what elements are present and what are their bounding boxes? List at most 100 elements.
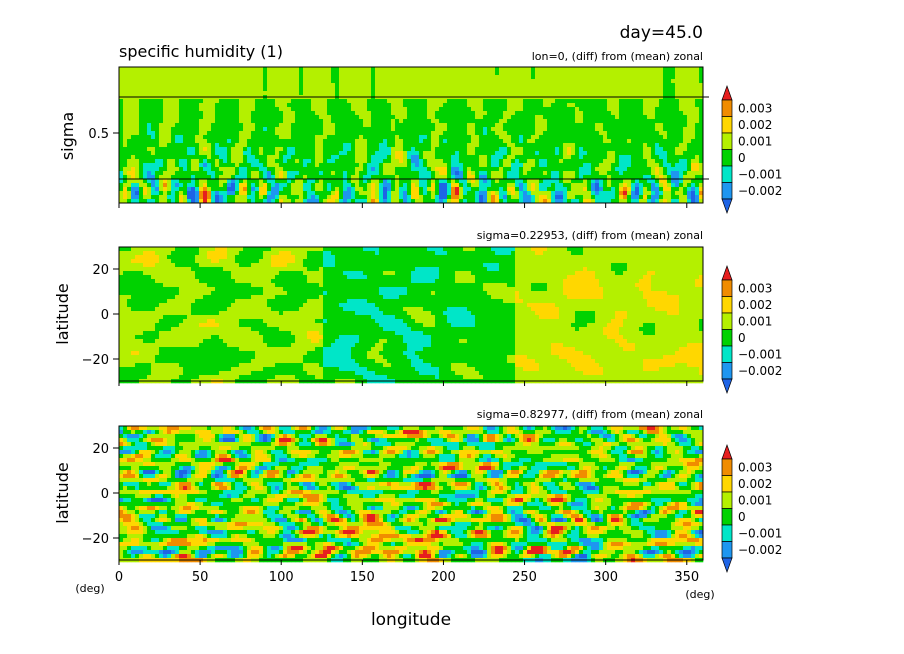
heatmap-cell <box>371 111 376 116</box>
heatmap-cell <box>379 131 384 136</box>
heatmap-cell <box>367 135 372 140</box>
heatmap-cell <box>219 115 224 120</box>
heatmap-cell <box>347 75 352 80</box>
heatmap-cell <box>639 115 644 120</box>
heatmap-cell <box>283 131 288 136</box>
heatmap-cell <box>507 119 512 124</box>
heatmap-cell <box>435 123 440 128</box>
heatmap-cell <box>203 191 208 196</box>
heatmap-cell <box>651 111 656 116</box>
heatmap-cell <box>611 179 616 184</box>
heatmap-cell <box>383 67 388 72</box>
heatmap-cell <box>171 135 176 140</box>
heatmap-cell <box>371 147 376 152</box>
heatmap-cell <box>611 191 616 196</box>
heatmap-cell <box>543 175 548 180</box>
heatmap-cell <box>619 75 624 80</box>
heatmap-cell <box>255 115 260 120</box>
heatmap-cell <box>415 119 420 124</box>
heatmap-cell <box>371 115 376 120</box>
heatmap-cell <box>203 67 208 72</box>
heatmap-cell <box>131 99 136 104</box>
heatmap-cell <box>615 139 620 144</box>
heatmap-cell <box>639 187 644 192</box>
heatmap-cell <box>635 139 640 144</box>
heatmap-cell <box>399 187 404 192</box>
heatmap-cell <box>575 167 580 172</box>
heatmap-cell <box>259 71 264 76</box>
heatmap-cell <box>591 155 596 160</box>
heatmap-cell <box>259 83 264 88</box>
heatmap-cell <box>171 167 176 172</box>
heatmap-cell <box>371 127 376 132</box>
heatmap-cell <box>147 155 152 160</box>
heatmap-cell <box>567 187 572 192</box>
heatmap-cell <box>491 87 496 92</box>
heatmap-cell <box>511 119 516 124</box>
heatmap-cell <box>599 135 604 140</box>
heatmap-cell <box>311 191 316 196</box>
heatmap-cell <box>151 199 156 204</box>
heatmap-cell <box>199 107 204 112</box>
heatmap-cell <box>587 179 592 184</box>
heatmap-cell <box>255 179 260 184</box>
heatmap-cell <box>159 91 164 96</box>
heatmap-cell <box>399 67 404 72</box>
heatmap-cell <box>599 131 604 136</box>
heatmap-cell <box>467 159 472 164</box>
heatmap-cell <box>583 71 588 76</box>
heatmap-cell <box>563 183 568 188</box>
heatmap-cell <box>119 159 124 164</box>
heatmap-cell <box>475 75 480 80</box>
heatmap-cell <box>171 163 176 168</box>
heatmap-cell <box>227 179 232 184</box>
heatmap-cell <box>279 167 284 172</box>
heatmap-cell <box>687 167 692 172</box>
heatmap-cell <box>671 151 676 156</box>
heatmap-cell <box>571 199 576 204</box>
heatmap-cell <box>447 87 452 92</box>
heatmap-cell <box>315 115 320 120</box>
heatmap-cell <box>643 127 648 132</box>
heatmap-cell <box>119 195 124 200</box>
heatmap-cell <box>227 171 232 176</box>
heatmap-cell <box>571 171 576 176</box>
heatmap-cell <box>423 151 428 156</box>
heatmap-cell <box>447 155 452 160</box>
heatmap-cell <box>407 187 412 192</box>
heatmap-cell <box>131 91 136 96</box>
heatmap-cell <box>267 107 272 112</box>
heatmap-cell <box>243 131 248 136</box>
heatmap-cell <box>127 175 132 180</box>
heatmap-cell <box>691 151 696 156</box>
heatmap-cell <box>651 195 656 200</box>
heatmap-cell <box>163 115 168 120</box>
heatmap-cell <box>175 87 180 92</box>
heatmap-cell <box>699 87 704 92</box>
heatmap-cell <box>659 183 664 188</box>
heatmap-cell <box>627 179 632 184</box>
heatmap-cell <box>547 143 552 148</box>
heatmap-cell <box>251 99 256 104</box>
heatmap-cell <box>559 111 564 116</box>
heatmap-cell <box>647 135 652 140</box>
heatmap-cell <box>311 139 316 144</box>
heatmap-cell <box>563 163 568 168</box>
heatmap-cell <box>619 175 624 180</box>
heatmap-cell <box>543 163 548 168</box>
heatmap-cell <box>279 135 284 140</box>
heatmap-cell <box>219 107 224 112</box>
heatmap-cell <box>131 131 136 136</box>
heatmap-cell <box>535 199 540 204</box>
heatmap-cell <box>191 67 196 72</box>
heatmap-cell <box>503 163 508 168</box>
heatmap-cell <box>255 143 260 148</box>
heatmap-cell <box>483 91 488 96</box>
heatmap-cell <box>431 155 436 160</box>
heatmap-cell <box>419 187 424 192</box>
heatmap-cell <box>139 147 144 152</box>
heatmap-cell <box>531 91 536 96</box>
heatmap-cell <box>619 91 624 96</box>
heatmap-cell <box>159 75 164 80</box>
heatmap-cell <box>631 115 636 120</box>
